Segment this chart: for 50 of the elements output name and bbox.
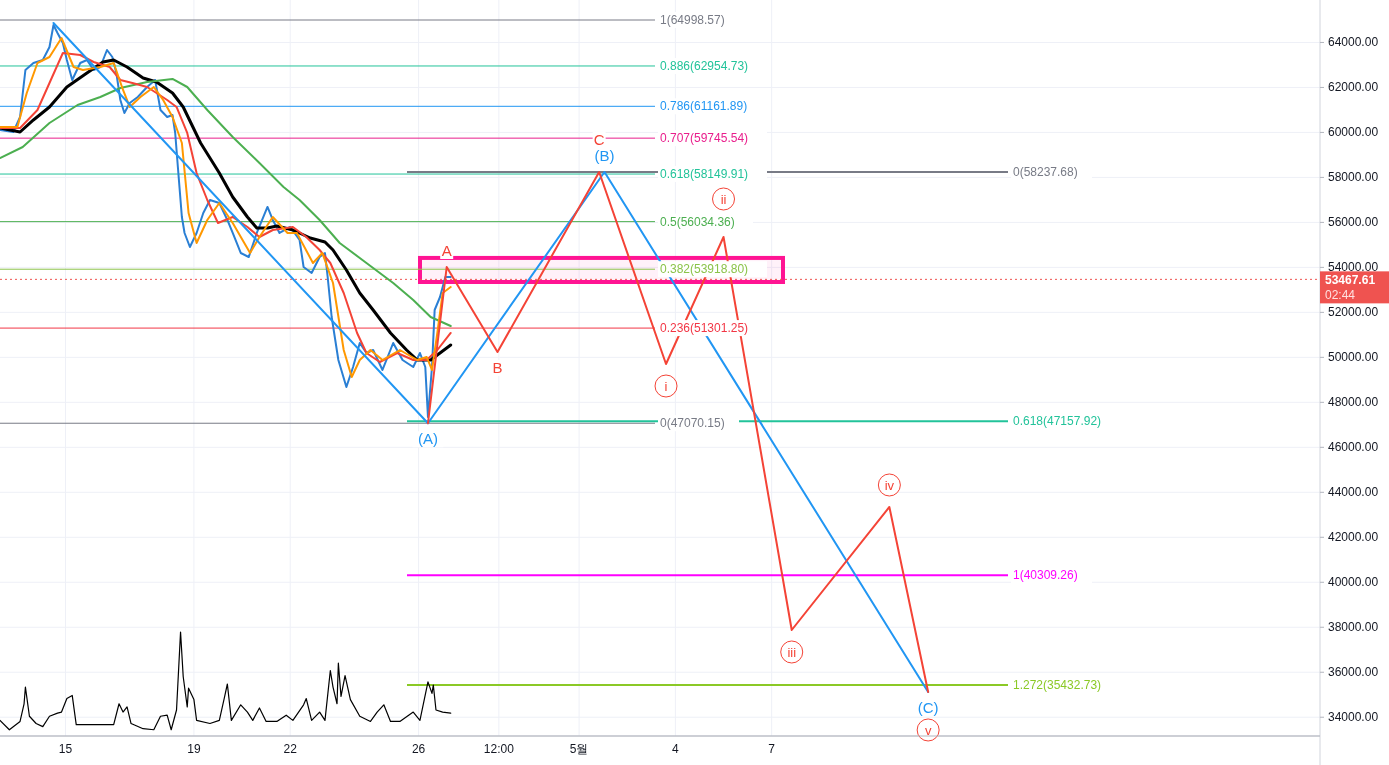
- y-tick-label: 36000.00: [1328, 665, 1379, 680]
- x-tick-label: 19: [187, 742, 201, 756]
- x-tick-label: 12:00: [483, 742, 515, 756]
- ref-line-label: 0(47070.15): [660, 416, 725, 431]
- y-tick-label: 42000.00: [1328, 530, 1379, 545]
- x-tick-label: 22: [283, 742, 298, 756]
- ref-line-label: 0.707(59745.54): [660, 131, 749, 146]
- data-label: ii: [720, 192, 727, 207]
- ref-line-label: 0.382(53918.80): [660, 262, 749, 277]
- ref-line-label: 0.236(51301.25): [660, 321, 749, 336]
- x-tick-label: 15: [58, 742, 73, 756]
- data-label: (A): [417, 430, 438, 448]
- data-label: A: [441, 242, 452, 259]
- ref-line-label: 0(58237.68): [1013, 165, 1078, 180]
- x-tick-label: 4: [672, 742, 680, 756]
- x-tick-label: 5월: [569, 742, 589, 756]
- y-tick-label: 44000.00: [1328, 485, 1379, 500]
- ref-line-label: 1.272(35432.73): [1013, 677, 1102, 692]
- data-label: v: [924, 722, 932, 738]
- ref-line-label: 0.618(58149.91): [660, 167, 749, 182]
- x-tick-label: 7: [768, 742, 776, 756]
- y-tick-label: 52000.00: [1328, 305, 1379, 320]
- y-tick-label: 46000.00: [1328, 440, 1379, 455]
- ref-line-label: 0.786(61161.89): [660, 99, 748, 114]
- text: 02:44: [1325, 288, 1356, 303]
- data-label: C: [593, 131, 605, 149]
- x-tick-label: 26: [411, 742, 426, 756]
- y-tick-label: 34000.00: [1328, 710, 1379, 725]
- y-tick-label: 38000.00: [1328, 620, 1379, 635]
- y-tick-label: 62000.00: [1328, 80, 1379, 95]
- data-label: i: [664, 379, 668, 395]
- ref-line-label: 53467.61: [1325, 273, 1376, 288]
- ref-line-label: 0.618(47157.92): [1013, 414, 1102, 429]
- y-tick-label: 48000.00: [1328, 395, 1379, 410]
- ref-line-label: 0.5(56034.36): [660, 214, 735, 229]
- data-label: B: [492, 359, 503, 376]
- data-label: iv: [884, 477, 895, 493]
- y-tick-label: 58000.00: [1328, 170, 1379, 185]
- y-tick-label: 64000.00: [1328, 35, 1379, 50]
- ref-line-label: 1(64998.57): [660, 13, 725, 27]
- y-tick-label: 54000.00: [1328, 260, 1379, 275]
- y-tick-label: 40000.00: [1328, 575, 1379, 590]
- data-label: (C): [917, 698, 939, 716]
- ref-line-label: 1(40309.26): [1013, 568, 1078, 583]
- y-tick-label: 50000.00: [1328, 350, 1379, 365]
- data-label: (B): [594, 147, 615, 165]
- ref-line-label: 0.886(62954.73): [660, 58, 749, 73]
- y-tick-label: 56000.00: [1328, 215, 1379, 230]
- data-label: iii: [787, 645, 797, 660]
- y-tick-label: 60000.00: [1328, 125, 1379, 140]
